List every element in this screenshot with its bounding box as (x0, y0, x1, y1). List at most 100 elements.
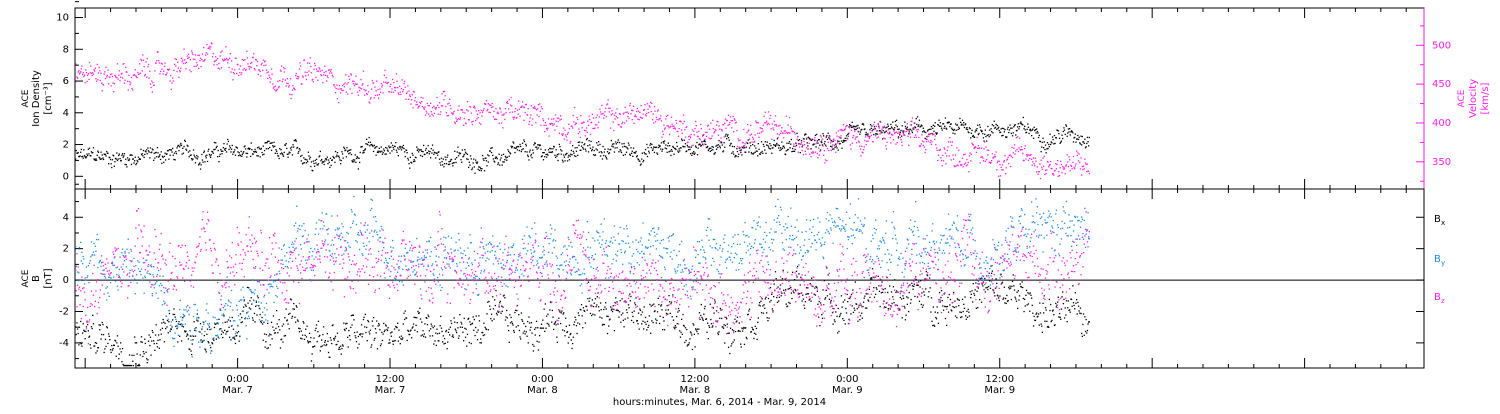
bx-point (625, 319, 626, 320)
density-point (114, 166, 115, 167)
velocity-point (552, 123, 553, 124)
density-point (1008, 127, 1009, 128)
density-point (1020, 123, 1021, 124)
velocity-point (710, 138, 711, 139)
velocity-point (482, 112, 483, 113)
velocity-point (129, 81, 130, 82)
bx-point (551, 322, 552, 323)
density-point (924, 131, 925, 132)
velocity-point (1077, 152, 1078, 153)
density-point (254, 151, 255, 152)
density-point (1013, 126, 1014, 127)
bx-point (202, 341, 203, 342)
velocity-point (454, 122, 455, 123)
density-point (755, 148, 756, 149)
velocity-point (195, 66, 196, 67)
bx-point (950, 299, 951, 300)
velocity-point (859, 146, 860, 147)
density-point (124, 153, 125, 154)
velocity-point (1079, 162, 1080, 163)
velocity-point (174, 64, 175, 65)
bottom-tick-label: 2 (63, 244, 69, 255)
bx-point (764, 308, 765, 309)
velocity-point (287, 78, 288, 79)
density-point (895, 121, 896, 122)
density-point (993, 125, 994, 126)
density-point (594, 150, 595, 151)
density-point (949, 126, 950, 127)
density-point (341, 151, 342, 152)
velocity-point (1043, 166, 1044, 167)
bx-point (232, 337, 233, 338)
bx-point (415, 325, 416, 326)
bx-point (900, 297, 901, 298)
velocity-point (431, 114, 432, 115)
velocity-point (820, 135, 821, 136)
bx-point (408, 331, 409, 332)
density-point (715, 146, 716, 147)
bx-point (355, 337, 356, 338)
velocity-point (850, 144, 851, 145)
density-point (390, 147, 391, 148)
density-point (826, 135, 827, 136)
density-point (826, 137, 827, 138)
density-point (95, 160, 96, 161)
velocity-point (644, 109, 645, 110)
density-point (450, 161, 451, 162)
bx-point (422, 334, 423, 335)
density-point (301, 160, 302, 161)
velocity-point (732, 116, 733, 117)
bx-point (853, 312, 854, 313)
velocity-point (287, 83, 288, 84)
velocity-point (147, 66, 148, 67)
velocity-point (1013, 148, 1014, 149)
density-point (681, 139, 682, 140)
velocity-point (115, 76, 116, 77)
bx-point (800, 277, 801, 278)
velocity-point (836, 136, 837, 137)
bx-point (431, 325, 432, 326)
by-point (103, 274, 104, 275)
velocity-point (731, 120, 732, 121)
bx-point (644, 306, 645, 307)
bx-point (890, 305, 891, 306)
velocity-point (279, 86, 280, 87)
velocity-point (779, 134, 780, 135)
density-point (710, 151, 711, 152)
velocity-point (232, 68, 233, 69)
density-point (603, 155, 604, 156)
bx-point (732, 341, 733, 342)
velocity-point (814, 137, 815, 138)
bx-point (396, 327, 397, 328)
density-point (189, 156, 190, 157)
density-point (137, 161, 138, 162)
density-point (1041, 147, 1042, 148)
velocity-point (459, 105, 460, 106)
density-point (498, 162, 499, 163)
bx-point (492, 320, 493, 321)
bx-point (186, 336, 187, 337)
density-point (885, 127, 886, 128)
velocity-point (156, 62, 157, 63)
density-point (217, 156, 218, 157)
bx-point (334, 337, 335, 338)
bx-point (978, 287, 979, 288)
velocity-point (345, 74, 346, 75)
velocity-point (522, 101, 523, 102)
velocity-point (344, 82, 345, 83)
density-point (414, 161, 415, 162)
velocity-point (490, 112, 491, 113)
density-point (892, 122, 893, 123)
density-point (500, 157, 501, 158)
bx-point (366, 327, 367, 328)
density-point (401, 149, 402, 150)
velocity-point (395, 90, 396, 91)
density-point (168, 159, 169, 160)
bx-point (606, 316, 607, 317)
density-point (957, 129, 958, 130)
density-point (967, 129, 968, 130)
velocity-point (741, 152, 742, 153)
velocity-point (1046, 169, 1047, 170)
bx-point (1026, 290, 1027, 291)
